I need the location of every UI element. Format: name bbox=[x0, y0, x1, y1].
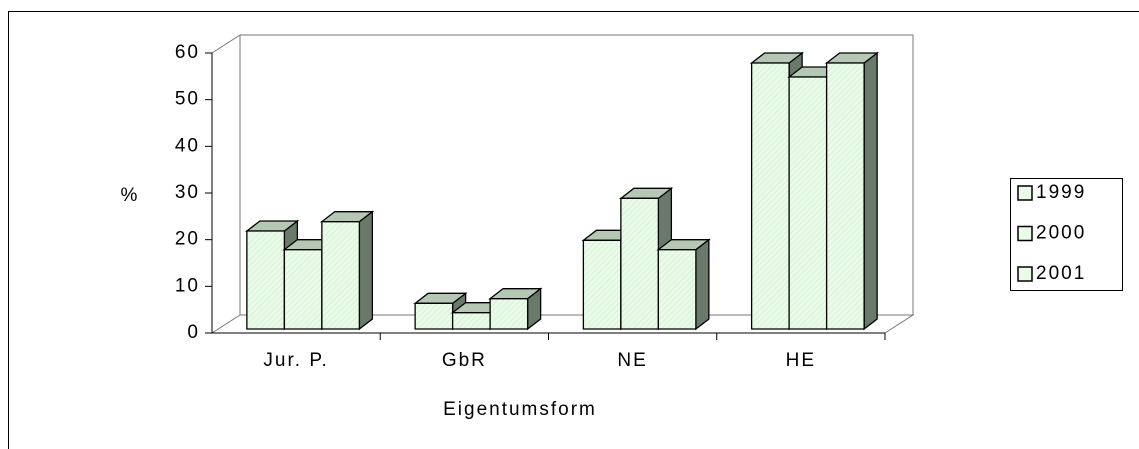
bar-front bbox=[750, 62, 790, 330]
bar-front bbox=[825, 62, 865, 330]
x-axis-title: Eigentumsform bbox=[443, 399, 597, 420]
y-tick-label: 40 bbox=[175, 135, 200, 156]
bar-front bbox=[788, 76, 828, 330]
bar bbox=[824, 51, 880, 331]
x-tick-label: GbR bbox=[442, 350, 487, 371]
x-tick-label: Jur. P. bbox=[263, 350, 328, 371]
y-tick-label: 0 bbox=[187, 322, 200, 343]
bar-side bbox=[863, 51, 878, 331]
legend-key bbox=[1017, 225, 1033, 242]
bar-front bbox=[620, 197, 660, 330]
bar bbox=[319, 210, 375, 331]
y-tick-label: 50 bbox=[175, 89, 200, 110]
bar-side bbox=[358, 210, 374, 331]
bar-front bbox=[451, 312, 491, 330]
legend-label: 2000 bbox=[1036, 223, 1086, 244]
legend-key bbox=[1017, 185, 1033, 201]
bar-front bbox=[582, 239, 622, 330]
side-wall bbox=[211, 34, 241, 334]
bar-front bbox=[489, 298, 529, 330]
legend-key bbox=[1017, 266, 1033, 282]
bar-front bbox=[283, 249, 323, 330]
bar-front bbox=[246, 230, 286, 330]
y-tick-label: 30 bbox=[175, 182, 200, 203]
y-tick-label: 10 bbox=[175, 275, 200, 296]
back-wall bbox=[240, 34, 914, 315]
x-tick-label: NE bbox=[617, 350, 647, 371]
bar bbox=[656, 238, 711, 331]
y-axis-title: % bbox=[121, 185, 140, 206]
y-tick-label: 60 bbox=[175, 42, 200, 63]
y-tick-label: 20 bbox=[175, 229, 200, 250]
bar-front bbox=[414, 302, 454, 330]
legend-label: 2001 bbox=[1036, 263, 1086, 284]
bar bbox=[488, 287, 543, 331]
legend-label: 1999 bbox=[1036, 182, 1086, 203]
x-tick-label: HE bbox=[786, 350, 816, 371]
frame bbox=[8, 11, 1139, 449]
bar-side bbox=[695, 238, 710, 331]
bar-front bbox=[657, 249, 697, 330]
bar-front bbox=[321, 221, 361, 330]
